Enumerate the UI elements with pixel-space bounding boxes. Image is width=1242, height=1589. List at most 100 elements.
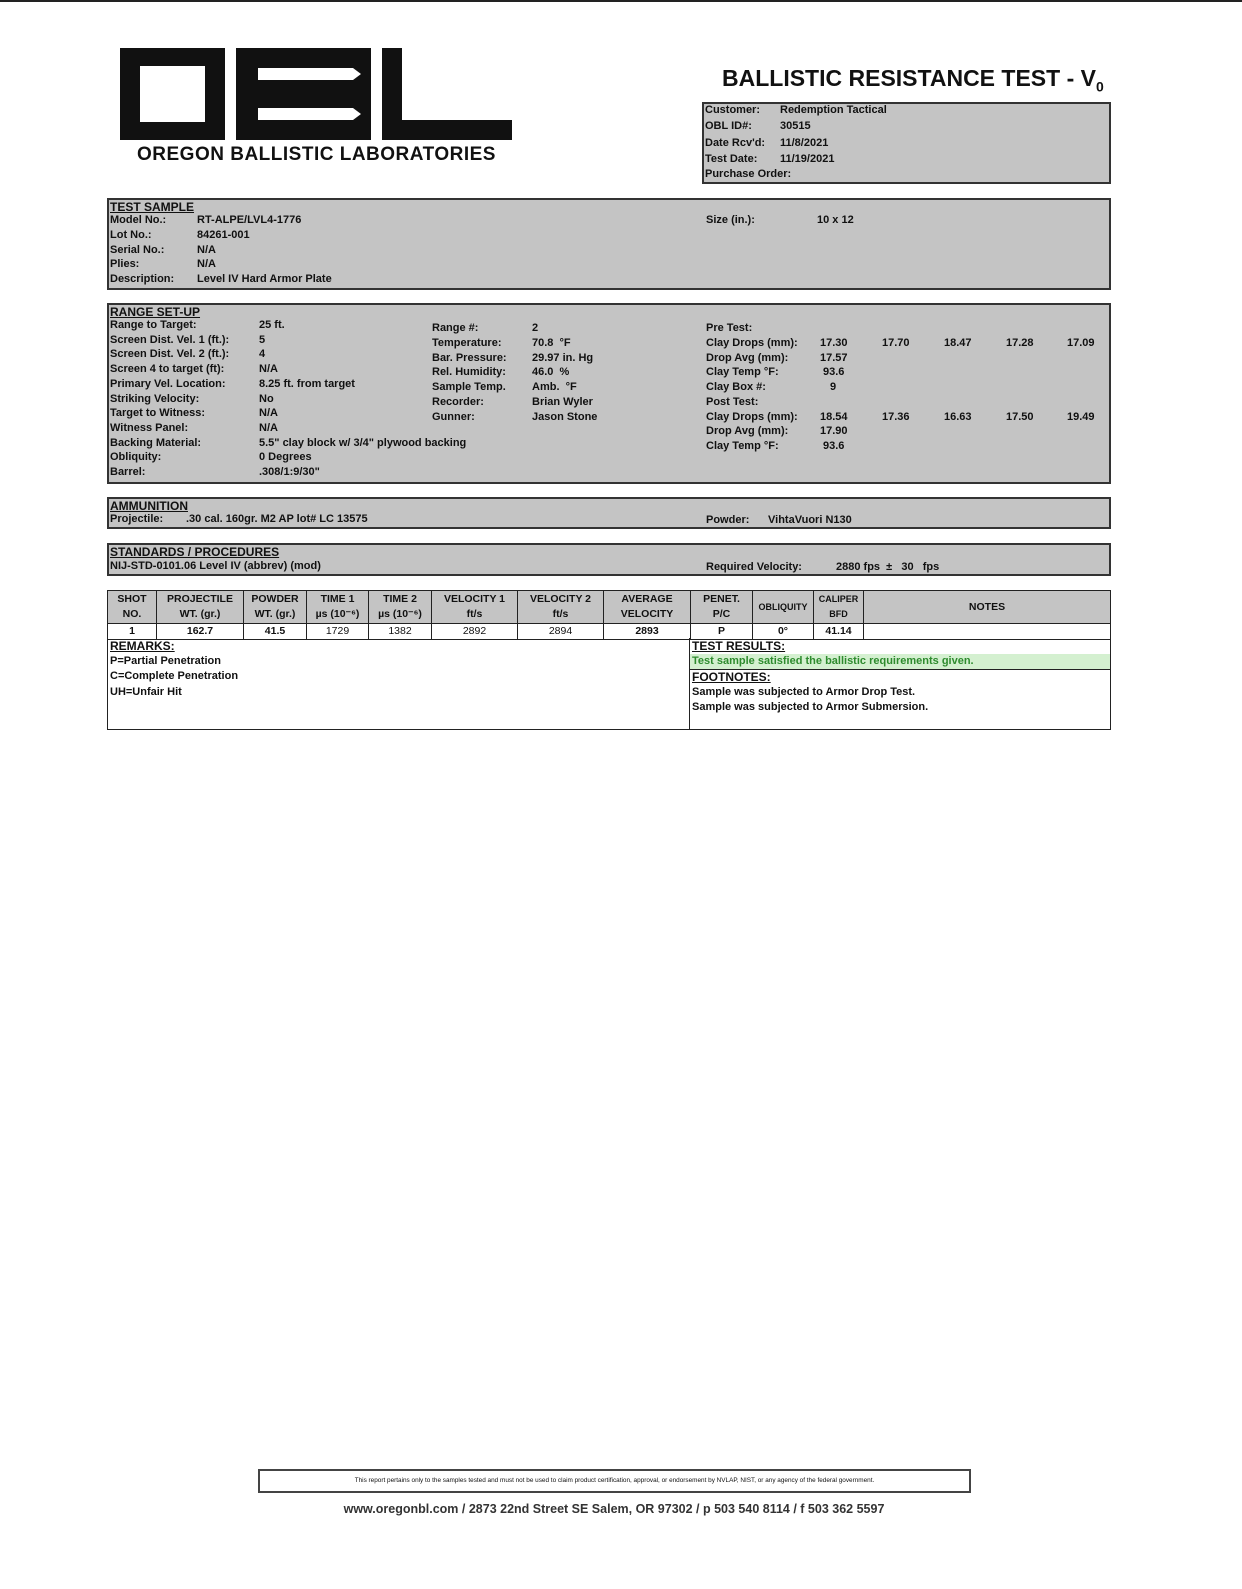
range-value: 8.25 ft. from target <box>259 377 355 390</box>
conditions-label: Sample Temp. <box>432 381 506 394</box>
disclaimer-text: This report pertains only to the samples… <box>354 1477 875 1484</box>
test-date-label: Test Date: <box>705 153 758 165</box>
header-line: POWDER <box>251 593 299 605</box>
range-value: 5.5" clay block w/ 3/4" plywood backing <box>259 436 467 449</box>
powder-value: VihtaVuori N130 <box>768 514 852 526</box>
conditions-label: Temperature: <box>432 336 502 349</box>
header-line: µs (10⁻⁶) <box>378 608 422 620</box>
range-label: Screen Dist. Vel. 1 (ft.): <box>110 333 230 346</box>
results-section: TEST RESULTS: Test sample satisfied the … <box>689 638 1111 730</box>
conditions-value: 2 <box>532 322 539 334</box>
remark-item: UH=Unfair Hit <box>110 686 182 698</box>
remark-item: P=Partial Penetration <box>110 655 221 667</box>
table-cell: 162.7 <box>156 623 244 640</box>
header-line: VELOCITY <box>620 608 674 620</box>
table-cell: 41.5 <box>243 623 307 640</box>
conditions-label: Gunner: <box>432 410 475 423</box>
obl-id-value: 30515 <box>780 120 811 132</box>
range-value: No <box>259 392 274 405</box>
post-drops-label: Clay Drops (mm): <box>706 411 798 423</box>
post-drop-4: 17.50 <box>1006 411 1034 423</box>
range-value: 5 <box>259 333 266 346</box>
range-label: Screen 4 to target (ft): <box>110 363 225 376</box>
post-temp-label: Clay Temp °F: <box>706 440 779 452</box>
header-line: SHOT <box>117 593 147 605</box>
column-header: CALIPER BFD <box>813 590 864 624</box>
column-header: SHOT NO. <box>107 590 157 624</box>
header-line: WT. (gr.) <box>179 608 221 620</box>
title-text: BALLISTIC RESISTANCE TEST - V <box>722 65 1096 91</box>
plies-label: Plies: <box>110 258 140 270</box>
column-header: OBLIQUITY <box>752 590 814 624</box>
header-line: VELOCITY 2 <box>529 593 592 605</box>
ammo-heading: AMMUNITION <box>110 499 188 513</box>
test-date-value: 11/19/2021 <box>780 153 835 165</box>
standards-section: STANDARDS / PROCEDURES NIJ-STD-0101.06 L… <box>107 543 1111 576</box>
table-row: 1 162.7 41.5 1729 1382 2892 2894 2893 P 0° 41.14 <box>107 623 1111 640</box>
range-value: N/A <box>259 363 278 376</box>
pre-drop-1: 17.30 <box>820 337 848 349</box>
remarks-heading: REMARKS: <box>110 639 175 653</box>
lot-label: Lot No.: <box>110 229 152 241</box>
conditions-value: 70.8 °F <box>532 336 571 349</box>
range-setup-section: RANGE SET-UP Range to Target: 25 ft. Scree… <box>107 303 1111 484</box>
pre-avg-label: Drop Avg (mm): <box>706 352 789 364</box>
range-value: .308/1:9/30" <box>259 466 320 478</box>
column-header: VELOCITY 1 ft/s <box>431 590 518 624</box>
pre-test-label: Pre Test: <box>706 322 753 334</box>
pre-drop-2: 17.70 <box>882 337 910 349</box>
serial-value: N/A <box>197 244 216 256</box>
range-label: Screen Dist. Vel. 2 (ft.): <box>110 348 230 361</box>
table-cell: 1729 <box>306 623 369 640</box>
footnote-item: Sample was subjected to Armor Submersion… <box>692 701 929 713</box>
lot-value: 84261-001 <box>197 229 250 241</box>
disclaimer-box: This report pertains only to the samples… <box>258 1469 971 1493</box>
header-line: OBLIQUITY <box>758 601 808 612</box>
post-test-label: Post Test: <box>706 396 759 408</box>
range-heading: RANGE SET-UP <box>110 305 201 319</box>
footer-address: www.oregonbl.com / 2873 22nd Street SE S… <box>343 1502 885 1516</box>
obl-logo <box>120 48 512 140</box>
size-value: 10 x 12 <box>817 214 854 226</box>
purchase-order-label: Purchase Order: <box>705 168 792 180</box>
header-line: TIME 1 <box>320 593 355 605</box>
column-header: PROJECTILE WT. (gr.) <box>156 590 244 624</box>
remark-item: C=Complete Penetration <box>110 670 239 682</box>
table-cell: 1382 <box>368 623 432 640</box>
conditions-value: Brian Wyler <box>532 396 593 408</box>
header-line: PENET. <box>703 593 740 605</box>
standards-heading: STANDARDS / PROCEDURES <box>110 545 280 559</box>
pre-drops-label: Clay Drops (mm): <box>706 337 798 349</box>
post-drop-1: 18.54 <box>820 411 848 423</box>
column-header: NOTES <box>863 590 1111 624</box>
post-drop-5: 19.49 <box>1067 411 1095 423</box>
post-drop-3: 16.63 <box>944 411 972 423</box>
description-label: Description: <box>110 273 175 285</box>
model-label: Model No.: <box>110 214 167 226</box>
range-value: 4 <box>259 348 266 361</box>
lab-name: OREGON BALLISTIC LABORATORIES <box>137 144 496 165</box>
date-rcvd-label: Date Rcv'd: <box>705 137 766 149</box>
range-value: 0 Degrees <box>259 451 312 464</box>
header-line: AVERAGE <box>621 593 673 605</box>
table-cell: 2893 <box>603 623 691 640</box>
range-value: N/A <box>259 421 278 434</box>
column-header: VELOCITY 2 ft/s <box>517 590 604 624</box>
customer-value: Redemption Tactical <box>780 104 887 116</box>
standard-value: NIJ-STD-0101.06 Level IV (abbrev) (mod) <box>110 560 321 572</box>
conditions-label: Range #: <box>432 322 479 334</box>
test-results-heading: TEST RESULTS: <box>692 639 786 653</box>
header-line: VELOCITY 1 <box>443 593 506 605</box>
clay-box-value: 9 <box>830 381 837 393</box>
column-header: TIME 2 µs (10⁻⁶) <box>368 590 432 624</box>
table-cell <box>863 623 1111 640</box>
footnote-item: Sample was subjected to Armor Drop Test. <box>692 686 916 698</box>
info-box: Customer: Redemption Tactical OBL ID#: 305… <box>702 102 1111 184</box>
range-label: Barrel: <box>110 466 146 478</box>
column-header: POWDER WT. (gr.) <box>243 590 307 624</box>
required-velocity-value: 2880 fps ± 30 fps <box>836 561 940 573</box>
table-cell: 2894 <box>517 623 604 640</box>
title-subscript: 0 <box>1095 78 1104 95</box>
conditions-value: Jason Stone <box>532 410 598 423</box>
test-sample-section: TEST SAMPLE Model No.: RT-ALPE/LVL4-1776 … <box>107 198 1111 290</box>
